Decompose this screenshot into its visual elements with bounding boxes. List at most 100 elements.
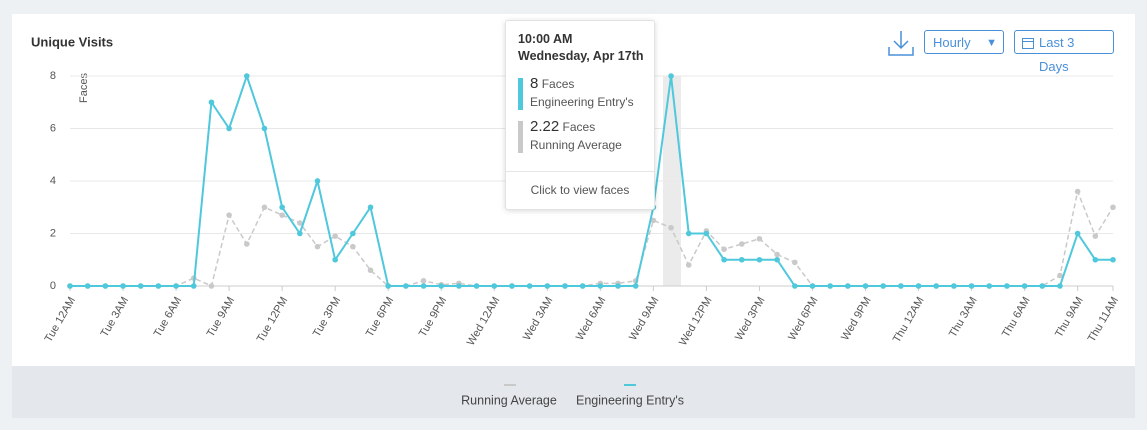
data-point [137, 283, 144, 289]
data-point [1092, 256, 1099, 263]
data-point [420, 283, 427, 289]
data-point [615, 283, 621, 289]
x-tick-label: Tue 3PM [311, 295, 344, 339]
y-tick-label: 2 [50, 227, 56, 239]
data-point [243, 73, 250, 79]
tooltip-series: Engineering Entry's [530, 95, 634, 109]
calendar-icon[interactable] [1022, 37, 1034, 49]
data-point [350, 243, 356, 250]
data-point [226, 212, 232, 218]
chart-title: Unique Visits [31, 34, 113, 49]
range-text[interactable]: Last 3 Days [1039, 35, 1075, 74]
x-tick-label: Wed 9AM [627, 295, 661, 343]
data-point [650, 217, 657, 224]
data-point [791, 283, 798, 289]
data-point [1004, 283, 1010, 289]
x-tick-label: Tue 12PM [255, 295, 291, 345]
data-point [367, 204, 374, 211]
x-tick-label: Tue 9AM [205, 295, 238, 339]
data-point [721, 256, 727, 263]
tooltip-swatch [518, 78, 523, 110]
x-tick-label: Wed 12PM [677, 295, 715, 348]
data-point [915, 283, 922, 289]
legend-label[interactable]: Engineering Entry's [576, 393, 684, 407]
data-point [526, 283, 533, 289]
data-point [880, 283, 886, 289]
dropdown-caret[interactable]: ▼ [986, 37, 997, 49]
x-tick-label: Thu 11AM [1086, 295, 1121, 344]
x-tick-label: Wed 9PM [839, 295, 873, 343]
data-point [1110, 204, 1116, 211]
data-point [933, 283, 940, 289]
data-point [632, 283, 639, 289]
data-point [1057, 283, 1063, 289]
data-point [809, 283, 816, 289]
data-point [951, 283, 957, 289]
data-point [297, 230, 303, 237]
range-button[interactable]: Last 3 Days [1014, 30, 1114, 74]
data-point [1110, 256, 1116, 263]
tooltip[interactable]: 10:00 AM Wednesday, Apr 17th 8 Faces Eng… [505, 20, 655, 210]
data-point [84, 283, 91, 289]
interval-text[interactable]: Hourly [933, 35, 971, 50]
data-point [1057, 272, 1063, 279]
data-point [1021, 283, 1028, 289]
data-point [685, 262, 692, 268]
x-tick-label: Tue 3AM [99, 295, 132, 339]
data-point [350, 230, 356, 237]
data-point [456, 283, 462, 289]
data-point [438, 283, 445, 289]
data-point [473, 283, 480, 289]
x-tick-label: Wed 3PM [733, 295, 767, 343]
data-point [279, 204, 285, 211]
tooltip-unit: Faces [562, 120, 596, 134]
x-tick-label: Tue 9PM [417, 295, 450, 339]
interval-dropdown[interactable]: Hourly ▼ [924, 30, 1004, 54]
series-line [70, 72, 1113, 287]
data-point [1074, 230, 1081, 237]
download-glyph[interactable] [888, 31, 914, 56]
data-point [862, 283, 869, 289]
data-point [721, 246, 727, 253]
download-icon[interactable] [888, 31, 914, 56]
x-tick-label: Wed 6PM [786, 295, 820, 343]
tooltip-value: 2.22 [530, 118, 560, 135]
data-point [1092, 233, 1099, 239]
data-point [968, 283, 975, 289]
tooltip-value: 8 [530, 75, 539, 92]
y-tick-label: 8 [50, 70, 56, 82]
data-point [332, 256, 338, 263]
data-point [756, 235, 763, 242]
x-tick-label: Tue 6AM [152, 295, 185, 339]
y-tick-label: 6 [50, 122, 56, 134]
x-tick-label: Thu 9AM [1053, 295, 1086, 340]
data-point [367, 267, 374, 274]
data-point [279, 212, 285, 218]
data-point [420, 277, 427, 284]
tooltip-series: Running Average [530, 138, 622, 152]
data-point [774, 251, 780, 258]
x-tick-label: Wed 12AM [465, 295, 503, 348]
series-line [70, 188, 1114, 288]
data-point [579, 283, 586, 289]
x-tick-label: Thu 6AM [1000, 295, 1033, 340]
x-tick-label: Thu 3AM [947, 295, 980, 340]
legend-label[interactable]: Running Average [461, 393, 557, 407]
data-point [403, 283, 409, 289]
data-point [986, 283, 993, 289]
data-point [668, 73, 674, 79]
data-point [845, 283, 851, 289]
data-point [738, 241, 745, 247]
x-tick-label: Wed 6AM [574, 295, 608, 343]
data-point [385, 283, 392, 289]
data-point [314, 178, 321, 184]
data-point [738, 256, 745, 263]
tooltip-action[interactable]: Click to view faces [506, 171, 654, 208]
y-tick-label: 4 [50, 175, 56, 187]
data-point [332, 233, 338, 239]
data-point [703, 230, 710, 237]
tooltip-swatch [518, 121, 523, 153]
data-point [668, 224, 674, 231]
data-point [898, 283, 904, 289]
